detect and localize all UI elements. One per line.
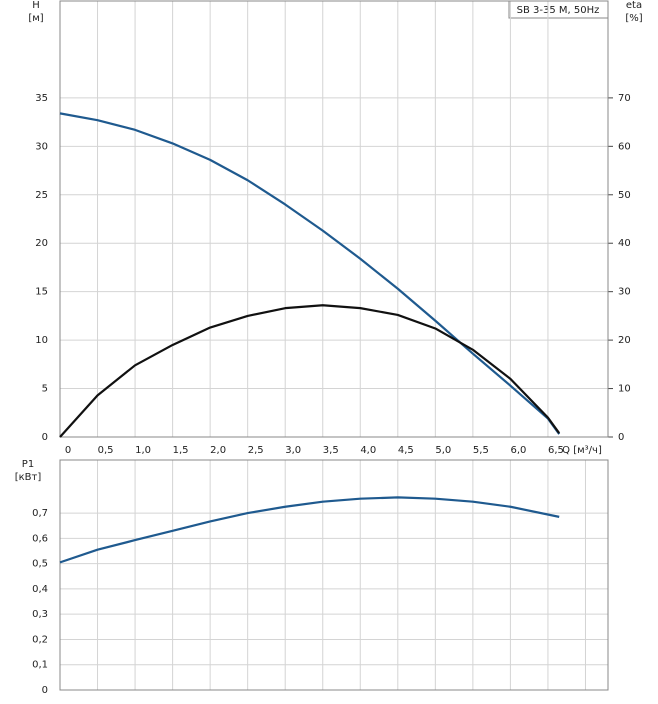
plot-frame (59, 459, 609, 691)
x-tick-label: 2,0 (210, 445, 226, 456)
y-tick-label: 0,6 (32, 533, 48, 544)
y-tick-label: 15 (35, 287, 48, 298)
y-tick-label: 10 (35, 335, 48, 346)
x-tick-label: 5,0 (435, 445, 451, 456)
x-tick-label: 2,5 (248, 445, 264, 456)
y2-tick-label: 20 (618, 335, 631, 346)
y-tick-label: 0 (42, 685, 48, 696)
y2-tick-label: 0 (618, 432, 624, 443)
x-tick-label: 0,5 (98, 445, 114, 456)
y2-tick-label: 70 (618, 93, 631, 104)
y-tick-label: 0,7 (32, 508, 48, 519)
y-tick-label: 0,1 (32, 660, 48, 671)
x-tick-label: 6,0 (510, 445, 526, 456)
x-tick-label: 4,0 (360, 445, 376, 456)
y-axis-unit: [м] (28, 13, 43, 24)
y-tick-label: 0,5 (32, 559, 48, 570)
y-axis-label: P1 (22, 459, 34, 470)
y2-tick-label: 50 (618, 190, 631, 201)
y-tick-label: 30 (35, 141, 48, 152)
plot-frame (59, 0, 609, 438)
y2-tick-label: 60 (618, 141, 631, 152)
y2-tick-label: 30 (618, 287, 631, 298)
y-tick-label: 0,4 (32, 584, 48, 595)
y-tick-label: 20 (35, 238, 48, 249)
x-tick-label: 4,5 (398, 445, 414, 456)
x-tick-label: 1,5 (173, 445, 189, 456)
y-axis-label: H (32, 0, 40, 11)
y2-tick-label: 10 (618, 384, 631, 395)
y2-tick-label: 40 (618, 238, 631, 249)
y2-axis-label: eta (626, 0, 642, 11)
curve (59, 496, 560, 564)
y-tick-label: 35 (35, 93, 48, 104)
y-tick-label: 0,2 (32, 634, 48, 645)
x-tick-label: 0 (65, 445, 71, 456)
x-tick-label: 1,0 (135, 445, 151, 456)
y-axis-unit: [кВт] (15, 472, 42, 483)
chart-title: SB 3-35 M, 50Hz (517, 5, 600, 16)
x-tick-label: 3,5 (323, 445, 339, 456)
x-tick-label: 5,5 (473, 445, 489, 456)
x-tick-label: 6,5 (548, 445, 564, 456)
y-tick-label: 25 (35, 190, 48, 201)
x-axis-label: Q [м³/ч] (562, 445, 602, 456)
y2-axis-unit: [%] (625, 13, 642, 24)
y-tick-label: 5 (42, 384, 48, 395)
curve (59, 112, 561, 435)
y-tick-label: 0 (42, 432, 48, 443)
curve (59, 304, 561, 438)
x-tick-label: 3,0 (285, 445, 301, 456)
y-tick-label: 0,3 (32, 609, 48, 620)
